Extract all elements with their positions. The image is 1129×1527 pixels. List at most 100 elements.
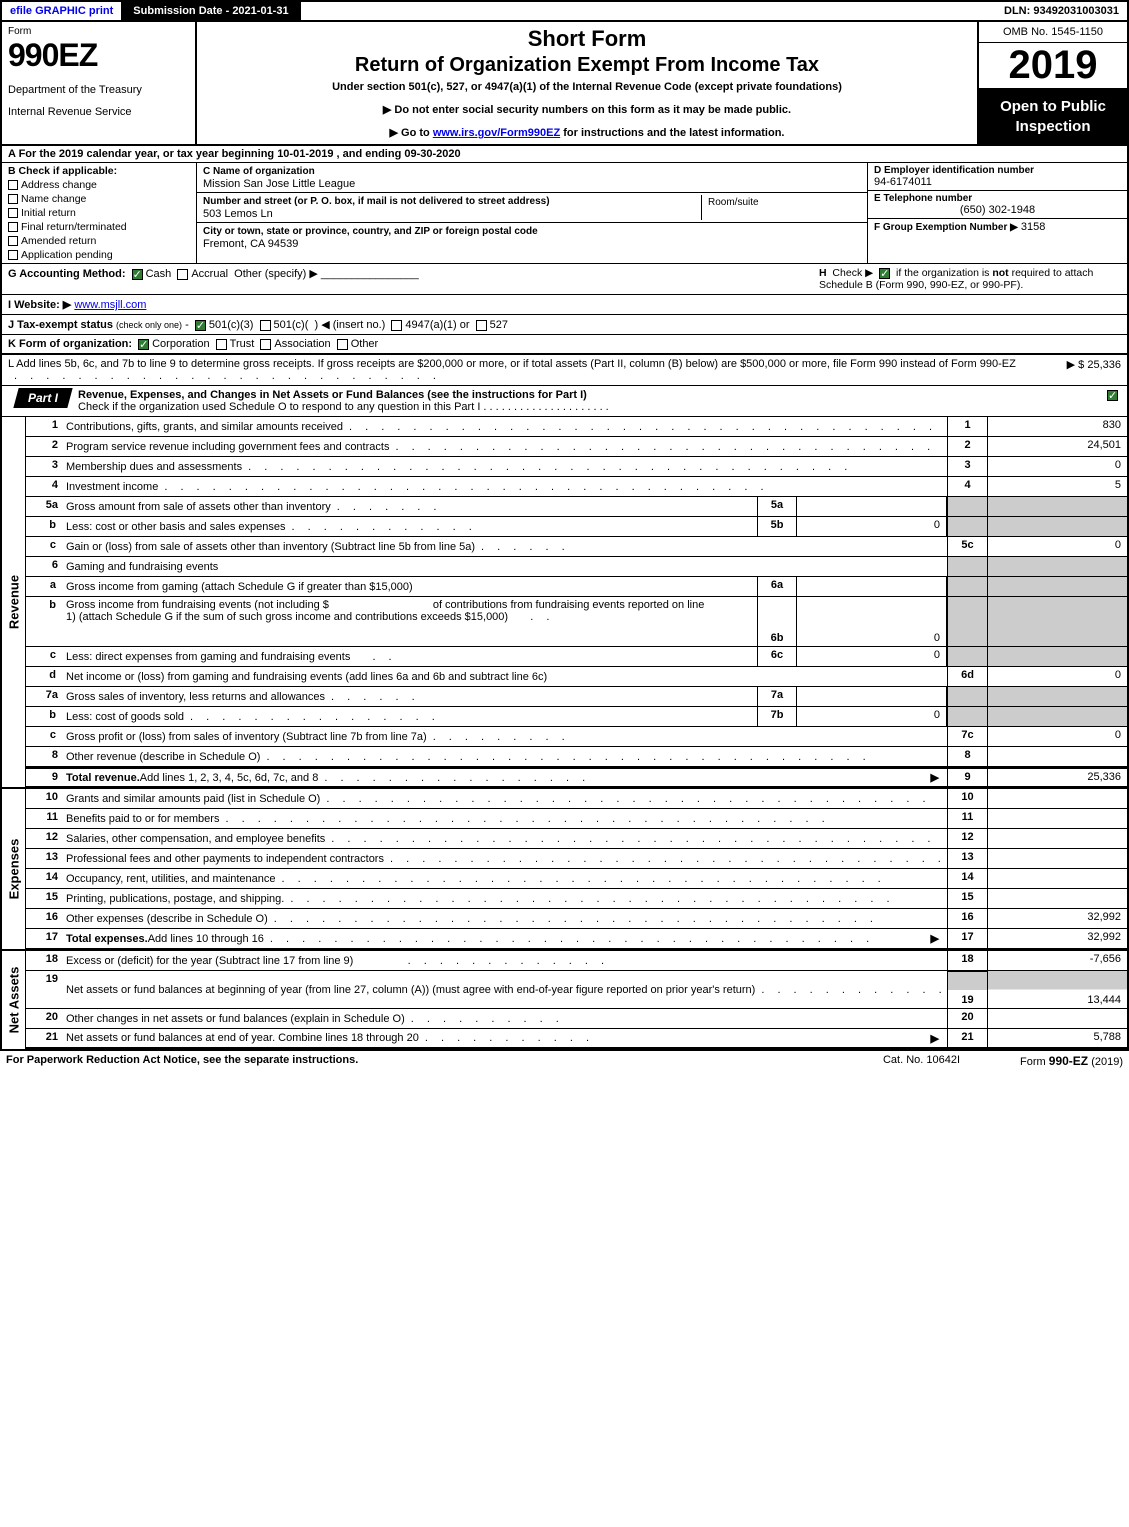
info-grid: B Check if applicable: Address change Na…: [2, 163, 1127, 264]
col-c: C Name of organization Mission San Jose …: [197, 163, 867, 263]
ln18-desc: Excess or (deficit) for the year (Subtra…: [66, 955, 353, 967]
cb-amended[interactable]: [8, 236, 18, 246]
ln20-val: [987, 1009, 1127, 1028]
page-footer: For Paperwork Reduction Act Notice, see …: [0, 1051, 1129, 1071]
ln3-rn: 3: [947, 457, 987, 476]
ln3-desc: Membership dues and assessments: [66, 461, 242, 473]
ln6d-num: d: [26, 667, 62, 686]
ln13-num: 13: [26, 849, 62, 868]
ln8-rn: 8: [947, 747, 987, 766]
ln7b-desc: Less: cost of goods sold: [66, 711, 184, 723]
ln5a-mn: 5a: [757, 497, 797, 516]
ln5a-rn: [947, 497, 987, 516]
ln11-rn: 11: [947, 809, 987, 828]
cb-h[interactable]: [879, 268, 890, 279]
ln15-rn: 15: [947, 889, 987, 908]
ln14-val: [987, 869, 1127, 888]
topbar: efile GRAPHIC print Submission Date - 20…: [2, 2, 1127, 22]
cb-501c3[interactable]: [195, 320, 206, 331]
row-i: I Website: ▶ www.msjll.com: [2, 295, 1127, 315]
ln19-val: 13,444: [987, 971, 1127, 1008]
lbl-other: Other (specify) ▶: [234, 268, 318, 280]
c-city-label: City or town, state or province, country…: [203, 226, 538, 237]
ln1-val: 830: [987, 417, 1127, 436]
ln3-val: 0: [987, 457, 1127, 476]
dln-number: DLN: 93492031003031: [996, 2, 1127, 20]
ln20-rn: 20: [947, 1009, 987, 1028]
expenses-section: Expenses 10Grants and similar amounts pa…: [2, 787, 1127, 949]
l-text: L Add lines 5b, 6c, and 7b to line 9 to …: [8, 358, 1016, 370]
cb-accrual[interactable]: [177, 269, 188, 280]
ln7c-rn: 7c: [947, 727, 987, 746]
cb-initial-return[interactable]: [8, 208, 18, 218]
ln6d-desc: Net income or (loss) from gaming and fun…: [66, 671, 547, 683]
col-b: B Check if applicable: Address change Na…: [2, 163, 197, 263]
form-number: 990EZ: [8, 37, 189, 74]
cb-other-org[interactable]: [337, 339, 348, 350]
dots: . . . . . . . . . . . . . . . . . . . . …: [14, 370, 441, 382]
ln7a-mv: [797, 687, 947, 706]
lbl-address-change: Address change: [21, 179, 97, 191]
ln6-num: 6: [26, 557, 62, 576]
ln16-val: 32,992: [987, 909, 1127, 928]
ln17-rn: 17: [947, 929, 987, 948]
lbl-other-org: Other: [351, 338, 379, 350]
footer-left: For Paperwork Reduction Act Notice, see …: [6, 1054, 358, 1068]
title-short-form: Short Form: [205, 26, 969, 52]
cb-4947[interactable]: [391, 320, 402, 331]
k-label: K Form of organization:: [8, 338, 132, 350]
org-address: 503 Lemos Ln: [203, 208, 701, 220]
subtitle: Under section 501(c), 527, or 4947(a)(1)…: [205, 81, 969, 93]
cb-501c[interactable]: [260, 320, 271, 331]
cb-assoc[interactable]: [260, 339, 271, 350]
cb-pending[interactable]: [8, 250, 18, 260]
ln21-num: 21: [26, 1029, 62, 1047]
efile-print-link[interactable]: efile GRAPHIC print: [2, 2, 123, 20]
part1-title: Revenue, Expenses, and Changes in Net As…: [78, 386, 1098, 416]
part1-tab: Part I: [13, 388, 72, 408]
dept-treasury: Department of the Treasury: [8, 84, 189, 96]
tax-year: 2019: [979, 43, 1127, 89]
l-amount: ▶ $ 25,336: [1021, 358, 1121, 382]
form-label: Form: [8, 26, 189, 37]
website-link[interactable]: www.msjll.com: [74, 299, 146, 311]
i-label: I Website: ▶: [8, 299, 71, 311]
ln8-desc: Other revenue (describe in Schedule O): [66, 751, 260, 763]
part1-sub: Check if the organization used Schedule …: [78, 401, 480, 413]
ln18-val: -7,656: [987, 951, 1127, 970]
ln4-rn: 4: [947, 477, 987, 496]
cb-address-change[interactable]: [8, 180, 18, 190]
ln21-desc: Net assets or fund balances at end of ye…: [66, 1032, 419, 1044]
ln7b-mv: 0: [797, 707, 947, 726]
ln7a-mn: 7a: [757, 687, 797, 706]
col-def: D Employer identification number 94-6174…: [867, 163, 1127, 263]
ln6a-desc: Gross income from gaming (attach Schedul…: [66, 581, 413, 593]
row-j: J Tax-exempt status (check only one) - 5…: [2, 315, 1127, 335]
irs-link[interactable]: www.irs.gov/Form990EZ: [433, 127, 560, 139]
footer-right: Form 990-EZ (2019): [1020, 1054, 1123, 1068]
ln10-rn: 10: [947, 789, 987, 808]
g-label: G Accounting Method:: [8, 268, 126, 280]
cb-527[interactable]: [476, 320, 487, 331]
lbl-final-return: Final return/terminated: [21, 221, 127, 233]
side-expenses: Expenses: [2, 789, 26, 949]
ln7c-num: c: [26, 727, 62, 746]
ln5c-desc: Gain or (loss) from sale of assets other…: [66, 541, 475, 553]
ln12-val: [987, 829, 1127, 848]
cb-part1[interactable]: [1107, 390, 1118, 401]
cb-corp[interactable]: [138, 339, 149, 350]
ln9-val: 25,336: [987, 769, 1127, 786]
cb-cash[interactable]: [132, 269, 143, 280]
ln13-rn: 13: [947, 849, 987, 868]
ln4-num: 4: [26, 477, 62, 496]
cb-final-return[interactable]: [8, 222, 18, 232]
cb-name-change[interactable]: [8, 194, 18, 204]
ln7b-mn: 7b: [757, 707, 797, 726]
ln9-rn: 9: [947, 769, 987, 786]
ln20-num: 20: [26, 1009, 62, 1028]
org-name: Mission San Jose Little League: [203, 178, 861, 190]
ln9-num: 9: [26, 769, 62, 786]
ln14-desc: Occupancy, rent, utilities, and maintena…: [66, 873, 276, 885]
ln6b-num: b: [26, 597, 62, 646]
cb-trust[interactable]: [216, 339, 227, 350]
